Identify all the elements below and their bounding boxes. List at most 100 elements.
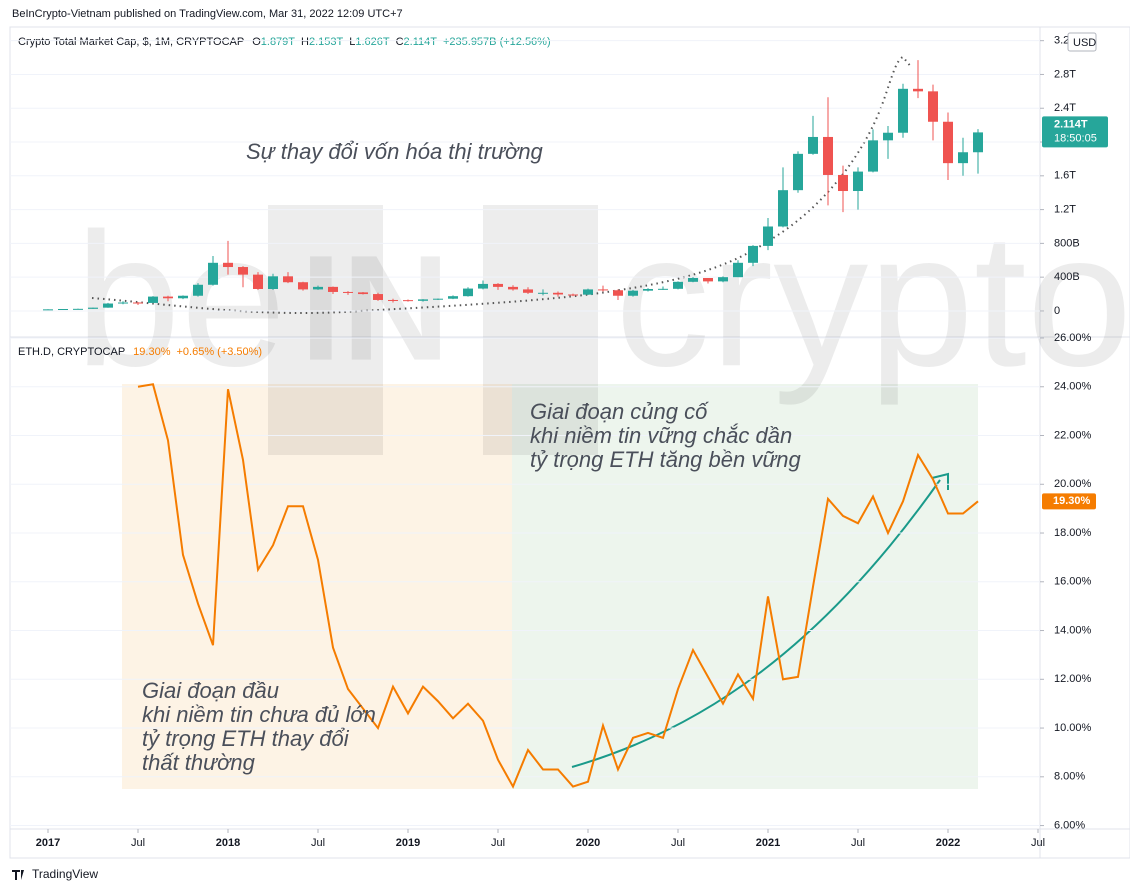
annotation: Giai đoạn củng cố [530,399,709,424]
candle-body [193,284,203,296]
candle-body [673,281,683,289]
x-tick-label: Jul [1031,837,1045,849]
candle-body [553,292,563,295]
candle-body [448,296,458,299]
x-tick-label: Jul [851,837,865,849]
candle-body [748,245,758,263]
candle-body [253,274,263,289]
legend-value: 2.114T [404,36,438,48]
candle-body [178,295,188,299]
legend-change: +0.65% (+3.50%) [176,346,262,358]
candle-body [523,289,533,293]
annotation: Sự thay đổi vốn hóa thị trường [246,139,544,164]
watermark-bracket [483,205,598,455]
x-tick-label: Jul [131,837,145,849]
annotation: khi niềm tin chưa đủ lớn [142,702,376,727]
candle-body [418,299,428,301]
candle-body [658,288,668,290]
candle-body [328,286,338,292]
candle-body [538,292,548,294]
annotation: tỷ trọng ETH thay đổi [142,726,350,751]
x-tick-label: 2019 [396,837,420,849]
y-tick-label: 20.00% [1054,478,1092,490]
consolidation-region [512,384,978,789]
eth-dominance-line [137,383,979,789]
candle-body [688,278,698,282]
annotation: Giai đoạn đầu [142,678,279,703]
footer: TradingView [32,867,98,881]
x-tick-label: 2017 [36,837,60,849]
candle-body [388,299,398,301]
top-legend: Crypto Total Market Cap, $, 1M, CRYPTOCA… [18,36,551,48]
y-tick-label: 18.00% [1054,527,1092,539]
x-tick-label: Jul [671,837,685,849]
candle-body [718,277,728,282]
early-phase-region [122,384,512,789]
candle-body [463,288,473,297]
candle-body [868,140,878,172]
candle-body [853,171,863,192]
y-tick-label: 14.00% [1054,624,1092,636]
y-tick-label: 0 [1054,305,1060,317]
candle-body [208,262,218,285]
legend-value: 1.879T [261,36,296,48]
candle-body [403,300,413,302]
price-label-box [1042,493,1096,510]
y-tick-label: 12.00% [1054,673,1092,685]
candle-body [778,190,788,227]
candle-body [943,121,953,164]
y-tick-label: 6.00% [1054,819,1085,831]
candle-body [583,289,593,295]
legend-value: 19.30% [133,346,171,358]
x-tick-label: 2022 [936,837,960,849]
watermark-crypto: crypto [615,194,1130,406]
y-tick-label: 400B [1054,271,1080,283]
candle-body [43,309,53,311]
candle-body [838,174,848,192]
currency-box [1067,32,1097,52]
candle-body [148,296,158,303]
y-tick-label: 26.00% [1054,332,1092,344]
candle-body [58,309,68,311]
price-label: 2.114T [1054,118,1088,130]
candle-body [598,289,608,291]
watermark-in: IN [300,224,450,392]
trend-arrow [571,479,941,768]
price-label-box [1042,116,1108,148]
y-tick-label: 8.00% [1054,771,1085,783]
legend-key: L [349,36,355,48]
legend-value: 2.153T [309,36,344,48]
candle-body [268,276,278,289]
candle-body [433,298,443,300]
watermark-bracket [268,205,383,455]
countdown: 18:50:05 [1054,132,1097,144]
header: BeInCrypto-Vietnam published on TradingV… [12,8,403,20]
candle-body [883,132,893,141]
legend-title: Crypto Total Market Cap, $, 1M, CRYPTOCA… [18,36,244,48]
currency: USD [1073,37,1096,49]
bottom-legend: ETH.D, CRYPTOCAP 19.30% +0.65% (+3.50%) [18,346,262,358]
candle-body [478,283,488,289]
x-tick-label: 2021 [756,837,780,849]
candle-body [763,226,773,246]
candle-body [103,303,113,308]
candle-body [358,292,368,295]
candle-body [913,88,923,92]
y-tick-label: 1.2T [1054,204,1076,216]
candle-body [703,278,713,282]
candle-body [133,302,143,304]
legend-key: H [301,36,309,48]
tv-logo [12,870,24,880]
x-tick-label: Jul [311,837,325,849]
candle-body [343,291,353,293]
candle-body [958,152,968,164]
y-tick-label: 1.6T [1054,170,1076,182]
candle-body [118,302,128,304]
candle-body [628,290,638,296]
candle-body [898,88,908,133]
price-label: 19.30% [1053,495,1091,507]
annotation: khi niềm tin vững chắc dần [530,423,792,448]
y-tick-label: 2.8T [1054,68,1076,80]
candle-body [373,294,383,300]
